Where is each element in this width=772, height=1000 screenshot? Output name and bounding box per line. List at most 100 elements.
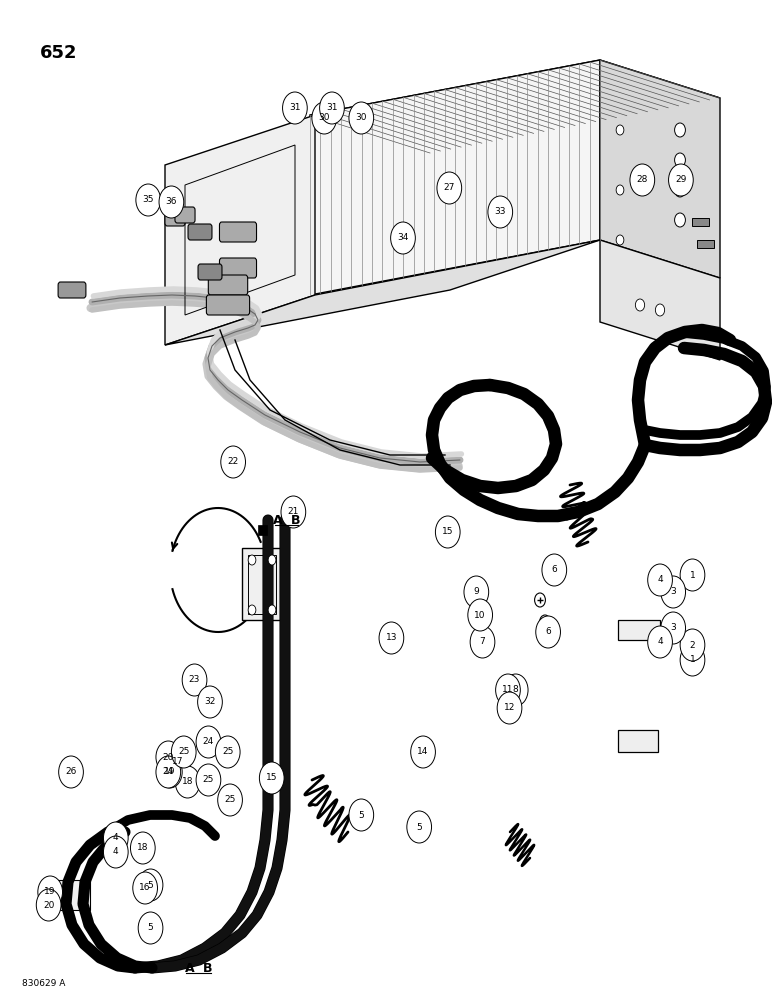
Text: 3: 3: [670, 624, 676, 633]
Circle shape: [540, 615, 550, 629]
Text: 23: 23: [189, 676, 200, 684]
Circle shape: [488, 196, 513, 228]
Text: 17: 17: [172, 758, 183, 766]
Text: 11: 11: [503, 686, 513, 694]
Circle shape: [497, 692, 522, 724]
Text: 4: 4: [657, 576, 663, 584]
Circle shape: [468, 599, 493, 631]
Circle shape: [542, 554, 567, 586]
Circle shape: [680, 644, 705, 676]
Circle shape: [661, 612, 686, 644]
Circle shape: [156, 741, 181, 773]
FancyBboxPatch shape: [165, 210, 185, 226]
Circle shape: [136, 184, 161, 216]
Circle shape: [435, 516, 460, 548]
Text: 7: 7: [479, 638, 486, 647]
Circle shape: [349, 102, 374, 134]
Circle shape: [248, 555, 256, 565]
Circle shape: [669, 164, 693, 196]
Circle shape: [675, 183, 686, 197]
Circle shape: [215, 736, 240, 768]
Polygon shape: [165, 115, 315, 345]
Circle shape: [391, 222, 415, 254]
Text: 29: 29: [676, 176, 686, 184]
Circle shape: [133, 872, 157, 904]
Polygon shape: [600, 60, 720, 278]
Text: A: A: [185, 962, 195, 974]
Text: 1: 1: [689, 656, 696, 664]
Text: 6: 6: [545, 628, 551, 637]
Circle shape: [407, 811, 432, 843]
Text: 32: 32: [205, 698, 215, 706]
Circle shape: [630, 164, 655, 196]
Text: 31: 31: [327, 104, 337, 112]
Text: 20: 20: [43, 900, 54, 910]
FancyBboxPatch shape: [258, 525, 267, 535]
Circle shape: [648, 626, 672, 658]
Text: 20: 20: [163, 752, 174, 762]
Circle shape: [464, 576, 489, 608]
Polygon shape: [310, 60, 600, 295]
Circle shape: [675, 123, 686, 137]
FancyBboxPatch shape: [188, 224, 212, 240]
Text: 652: 652: [40, 44, 78, 62]
Circle shape: [470, 626, 495, 658]
Polygon shape: [50, 880, 90, 910]
FancyBboxPatch shape: [58, 282, 86, 298]
Text: 4: 4: [113, 834, 119, 842]
Text: 18: 18: [137, 844, 148, 852]
Text: 4: 4: [113, 848, 119, 856]
Circle shape: [320, 92, 344, 124]
Bar: [692, 218, 709, 226]
Circle shape: [130, 832, 155, 864]
Circle shape: [536, 616, 560, 648]
Bar: [697, 240, 714, 248]
Text: 28: 28: [637, 176, 648, 184]
Text: 35: 35: [143, 196, 154, 205]
Text: 22: 22: [228, 458, 239, 466]
Circle shape: [648, 564, 672, 596]
Circle shape: [156, 756, 181, 788]
Circle shape: [616, 125, 624, 135]
Text: 5: 5: [358, 810, 364, 820]
Circle shape: [635, 299, 645, 311]
Circle shape: [165, 746, 190, 778]
Circle shape: [198, 686, 222, 718]
Text: 25: 25: [225, 796, 235, 804]
Circle shape: [349, 799, 374, 831]
Text: 10: 10: [475, 610, 486, 619]
Text: 16: 16: [140, 884, 151, 892]
Polygon shape: [310, 60, 720, 153]
Circle shape: [103, 836, 128, 868]
Text: A: A: [273, 514, 283, 526]
Circle shape: [503, 674, 528, 706]
Text: 30: 30: [356, 113, 367, 122]
Circle shape: [159, 186, 184, 218]
Text: 26: 26: [66, 768, 76, 776]
Circle shape: [138, 912, 163, 944]
Text: 25: 25: [203, 776, 214, 784]
FancyBboxPatch shape: [206, 295, 249, 315]
Circle shape: [182, 664, 207, 696]
Circle shape: [379, 622, 404, 654]
Circle shape: [496, 674, 520, 706]
FancyBboxPatch shape: [175, 207, 195, 223]
Text: 30: 30: [319, 113, 330, 122]
Circle shape: [38, 876, 63, 908]
Polygon shape: [165, 240, 600, 345]
Circle shape: [675, 213, 686, 227]
Text: 15: 15: [442, 528, 453, 536]
Circle shape: [268, 555, 276, 565]
Polygon shape: [618, 730, 658, 752]
Text: 31: 31: [290, 104, 300, 112]
Circle shape: [437, 172, 462, 204]
Text: 13: 13: [386, 634, 397, 643]
Text: 18: 18: [182, 778, 193, 786]
Circle shape: [675, 153, 686, 167]
Text: 9: 9: [473, 587, 479, 596]
Text: 5: 5: [147, 880, 154, 890]
Text: 25: 25: [222, 748, 233, 756]
Circle shape: [680, 559, 705, 591]
Circle shape: [221, 446, 245, 478]
Circle shape: [655, 304, 665, 316]
